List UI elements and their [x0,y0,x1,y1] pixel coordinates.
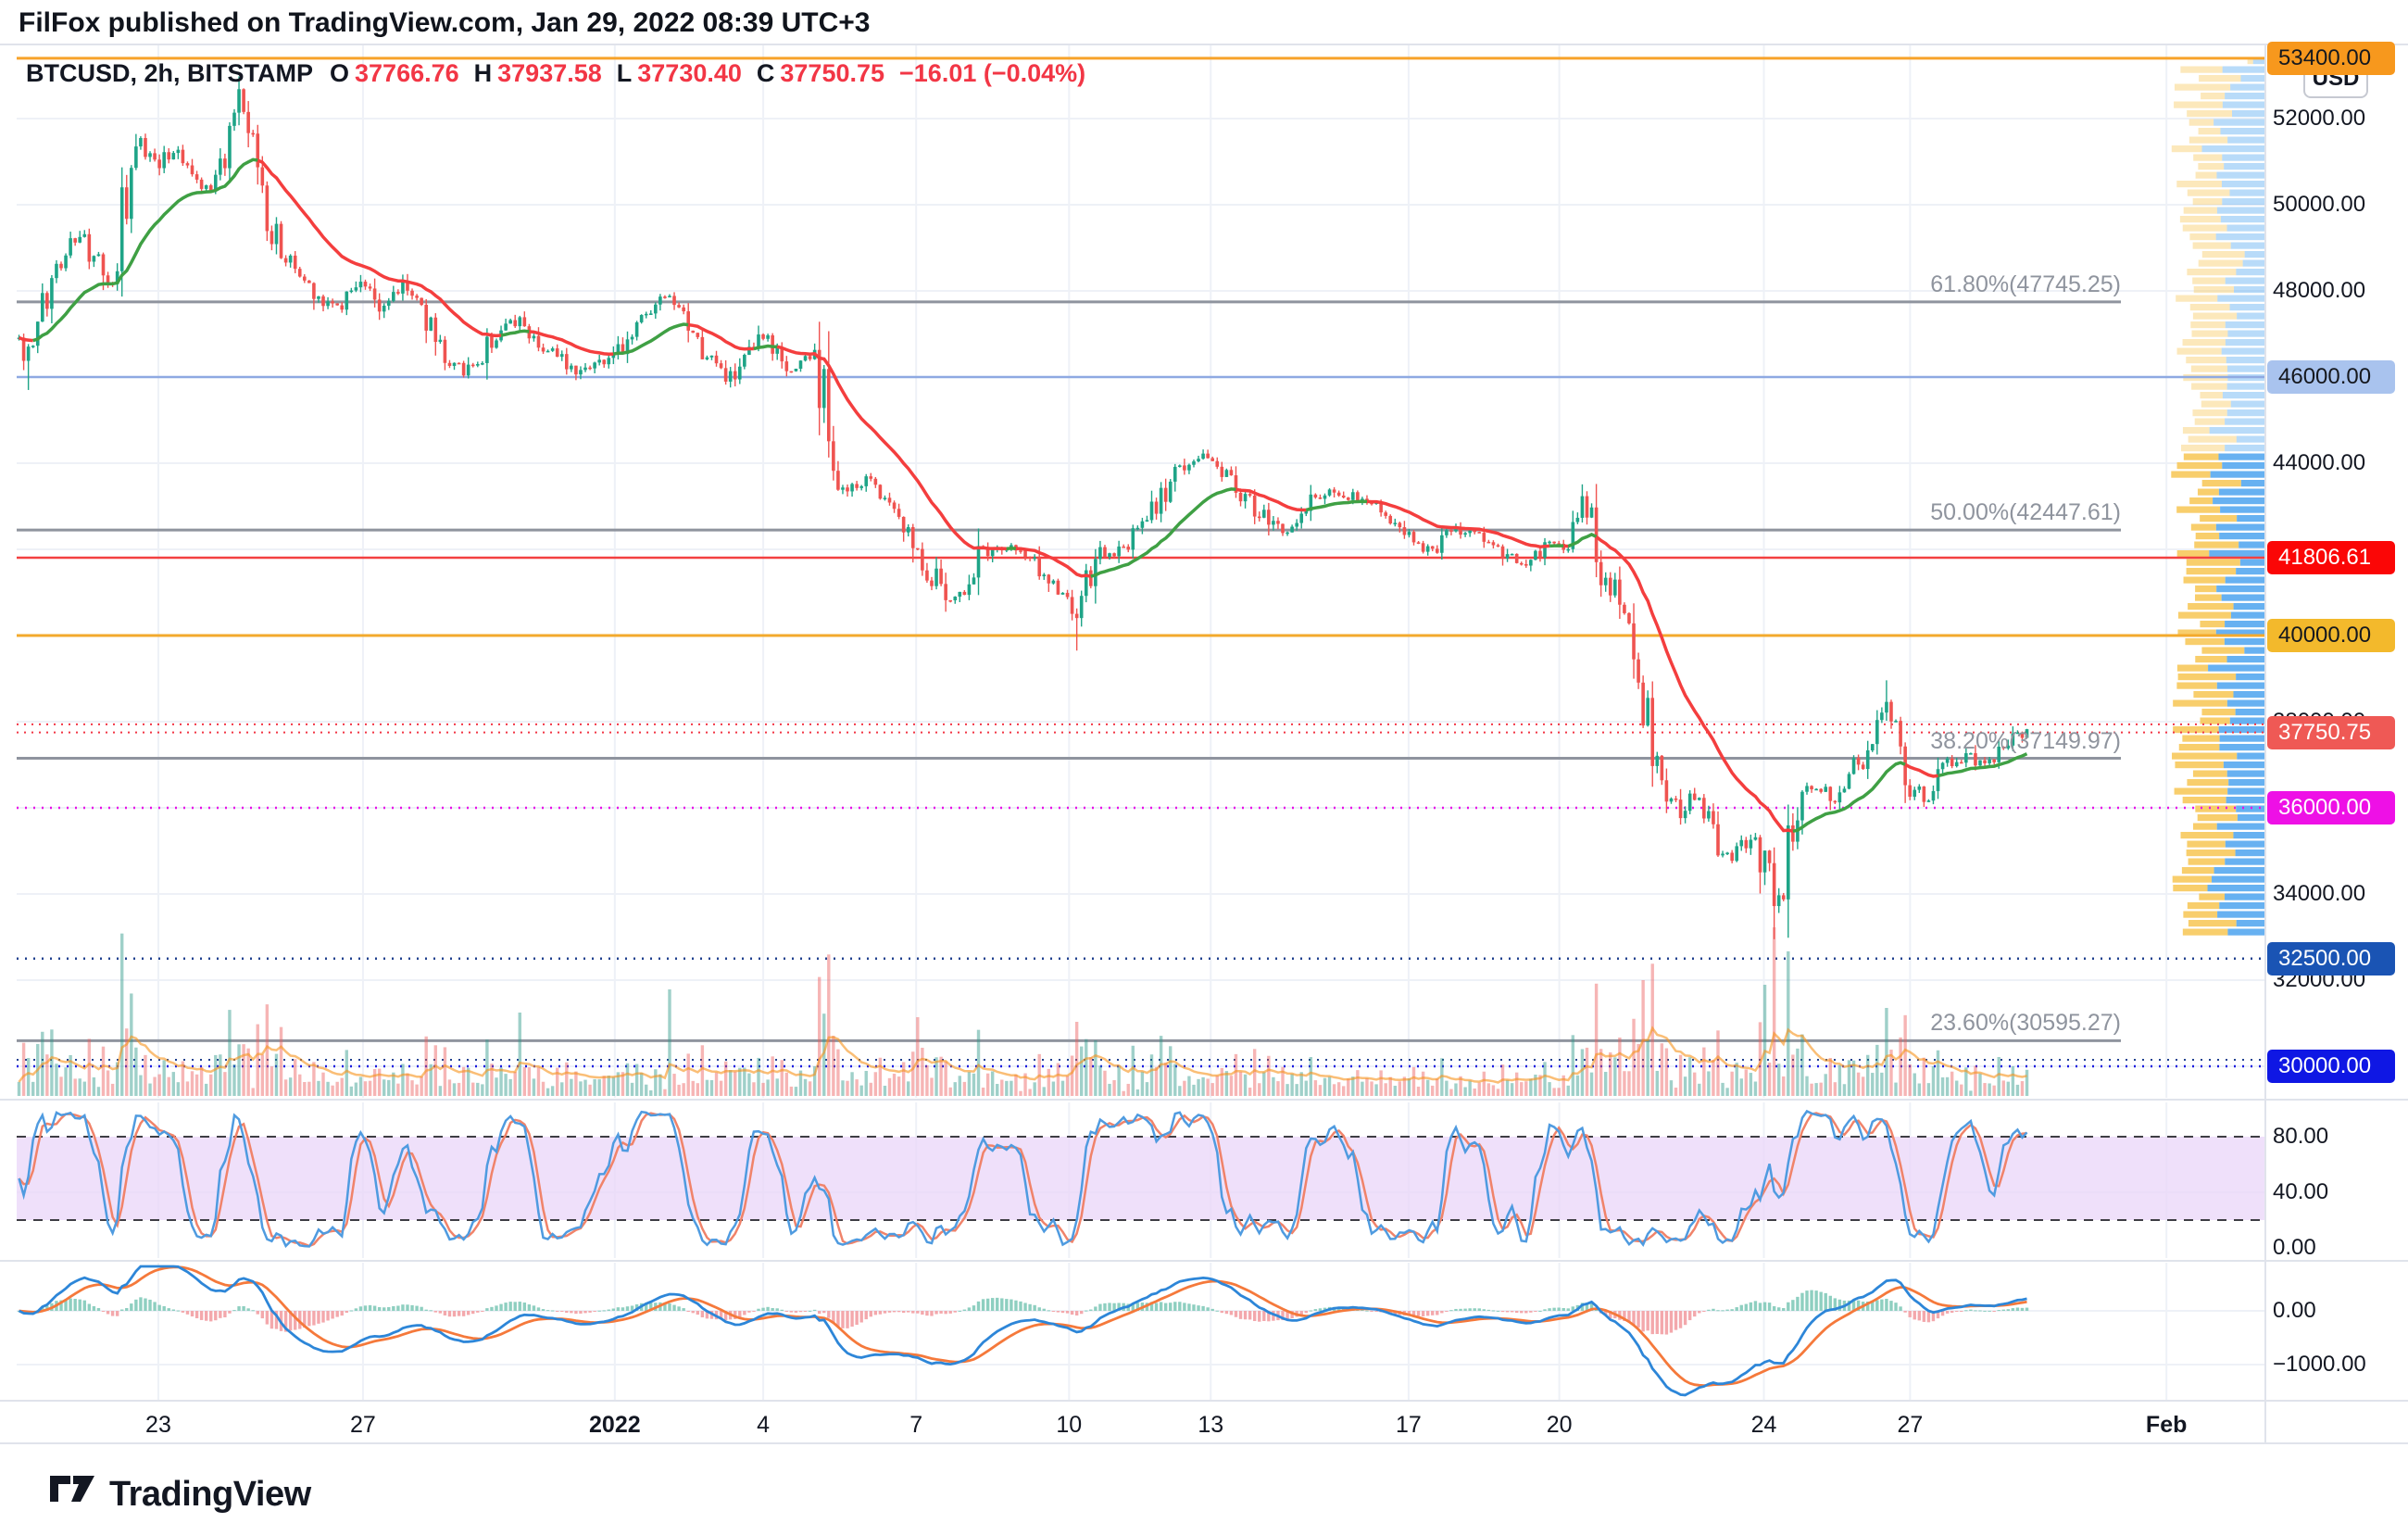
low-value: 37730.40 [637,59,742,87]
price-label-3775075: 37750.75 [2267,715,2395,749]
candles [17,76,2029,939]
price-label-3600000: 36000.00 [2267,791,2395,824]
price-label-3400000: 34000.00 [2273,881,2366,906]
open-label: O [330,59,350,87]
time-label-23: 23 [145,1412,171,1438]
price-label-3250000: 32500.00 [2267,941,2395,975]
time-label-24: 24 [1750,1412,1777,1438]
change-value: −16.01 (−0.04%) [899,59,1086,87]
open-value: 37766.76 [355,59,459,87]
price-label-4180661: 41806.61 [2267,540,2395,574]
time-label-13: 13 [1198,1412,1224,1438]
time-label-17: 17 [1396,1412,1422,1438]
symbol-legend: BTCUSD, 2h, BITSTAMP O 37766.76 H 37937.58 L 3… [26,59,1091,88]
moving-average [18,157,2028,833]
indicator-axis-label: 0.00 [2273,1235,2316,1260]
volume-bars [17,927,2029,1096]
low-label: L [616,59,633,87]
fib-label: 61.80%(47745.25) [1930,271,2121,297]
fib-label: 38.20%(37149.97) [1930,727,2121,754]
time-label-4: 4 [757,1412,771,1438]
price-label-5340000: 53400.00 [2267,41,2395,75]
time-label-2022: 2022 [589,1412,641,1438]
time-label-27: 27 [350,1412,376,1438]
time-label-7: 7 [909,1412,923,1438]
indicator-axis-label: 40.00 [2273,1179,2329,1204]
price-label-5000000: 50000.00 [2273,192,2366,217]
indicator-axis-label: 80.00 [2273,1124,2329,1149]
tradingview-logo-text: TradingView [109,1475,311,1514]
close-value: 37750.75 [780,59,885,87]
price-label-4400000: 44000.00 [2273,450,2366,475]
stochastic-pane [17,1109,2265,1249]
level-lines [17,57,2265,1068]
close-label: C [756,59,775,87]
high-label: H [473,59,493,87]
volume-profile [2171,57,2265,936]
symbol-title[interactable]: BTCUSD, 2h, BITSTAMP [26,59,313,87]
price-label-4800000: 48000.00 [2273,278,2366,303]
time-label-20: 20 [1546,1412,1573,1438]
time-label-10: 10 [1056,1412,1083,1438]
time-label-27: 27 [1897,1412,1924,1438]
tradingview-logo-icon [50,1475,94,1502]
price-label-4600000: 46000.00 [2267,360,2395,394]
price-label-5200000: 52000.00 [2273,106,2366,131]
indicator-axis-label: −1000.00 [2273,1352,2366,1377]
price-label-4000000: 40000.00 [2267,619,2395,652]
indicator-axis-label: 0.00 [2273,1298,2316,1323]
tradingview-logo[interactable]: TradingView [50,1475,311,1515]
macd-pane [17,1265,2029,1397]
time-label-Feb: Feb [2145,1412,2188,1438]
pane-borders [0,44,2408,1444]
publish-note: FilFox published on TradingView.com, Jan… [19,7,871,38]
fib-label: 23.60%(30595.27) [1930,1010,2121,1037]
fib-label: 50.00%(42447.61) [1930,499,2121,526]
high-value: 37937.58 [497,59,602,87]
price-label-3000000: 30000.00 [2267,1050,2395,1083]
